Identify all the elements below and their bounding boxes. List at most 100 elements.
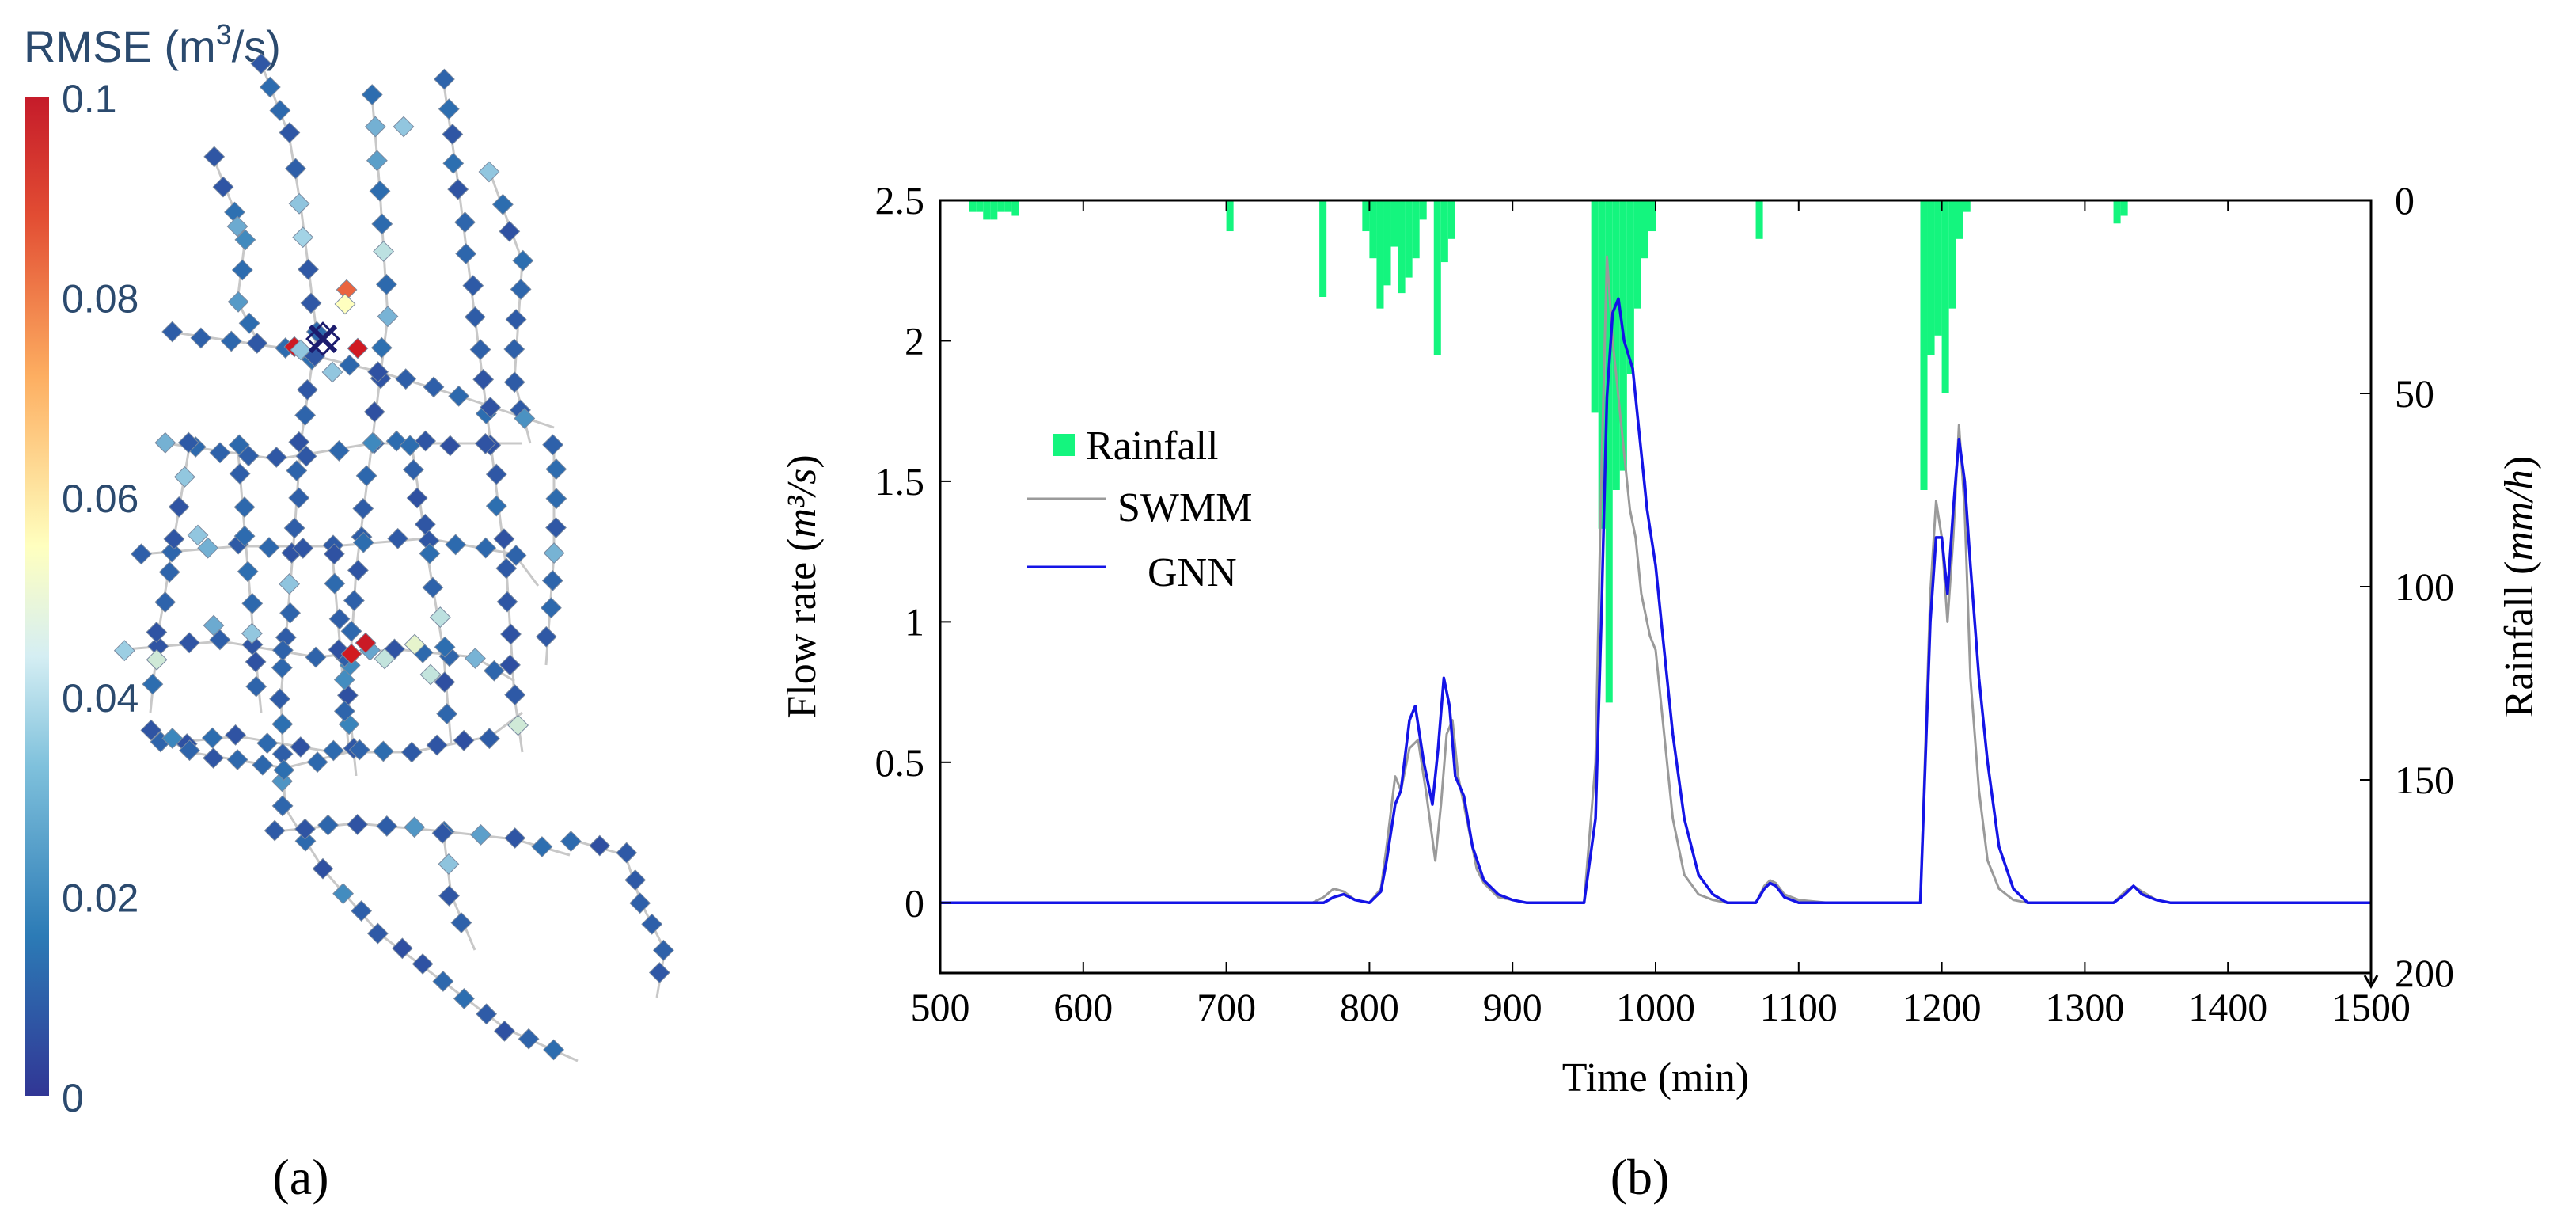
network-node: [250, 52, 272, 74]
network-node: [209, 442, 231, 464]
network-node: [493, 528, 515, 550]
panel-b-hydrograph: 500 600 700 800 900 1000 1100 1200 1300 1400 1500 …: [780, 178, 2542, 1205]
network-node: [448, 385, 470, 407]
network-node: [271, 795, 294, 817]
network-node: [233, 496, 256, 519]
network-node: [648, 962, 670, 983]
network-node: [364, 116, 386, 138]
rainfall-bar: [1927, 200, 1935, 355]
network-node: [453, 987, 475, 1009]
network-node: [271, 713, 294, 736]
panel-b-label: (b): [1610, 1149, 1670, 1205]
network-node: [442, 124, 464, 145]
network-node: [500, 623, 522, 645]
network-node: [328, 608, 351, 630]
legend: Rainfall SWMM GNN: [1027, 424, 1252, 595]
y2-tick-label: 200: [2395, 951, 2454, 995]
rainfall-bar: [1612, 200, 1620, 490]
rainfall-bar: [1598, 200, 1606, 529]
x-tick-label: 700: [1197, 985, 1256, 1029]
network-node: [271, 639, 294, 661]
network-node: [333, 700, 355, 722]
network-node: [589, 834, 611, 857]
network-node: [163, 528, 185, 550]
network-node: [233, 525, 256, 547]
rainfall-bar: [1605, 200, 1613, 703]
rainfall-bar: [2120, 200, 2128, 216]
network-node: [434, 671, 456, 693]
series-line-gnn: [940, 297, 2371, 905]
network-node: [238, 312, 260, 334]
y-axis-label-close: ): [780, 454, 825, 468]
network-node: [245, 651, 267, 673]
legend-rainfall-label: Rainfall: [1086, 424, 1219, 469]
network-node: [154, 591, 176, 614]
network-node: [352, 531, 374, 553]
y2-tick-label: 150: [2395, 758, 2454, 802]
y-axis-label-text: Flow rate (: [780, 538, 825, 718]
network-node: [333, 669, 355, 690]
x-tick-label: 1400: [2188, 985, 2267, 1029]
rainfall-bar: [1362, 200, 1370, 232]
drainage-network: [113, 52, 674, 1062]
network-node: [431, 822, 453, 844]
network-node: [294, 404, 317, 426]
rainfall-bar: [1011, 200, 1019, 216]
rainfall-bar: [1956, 200, 1963, 239]
network-node: [340, 620, 362, 642]
network-node: [225, 724, 247, 746]
network-node: [228, 434, 250, 456]
y-axis-ticks: 0 0.5 1 1.5 2 2.5: [875, 178, 951, 925]
colorbar-title-sup: 3: [216, 18, 232, 51]
rainfall-bar: [1648, 200, 1656, 232]
network-node: [465, 648, 486, 669]
network-node: [485, 495, 507, 517]
network-node: [470, 823, 491, 846]
network-node: [406, 487, 428, 509]
network-node: [395, 368, 417, 390]
network-node-high-error: [355, 632, 377, 654]
x-axis-label: Time (min): [1562, 1055, 1749, 1100]
network-node: [252, 754, 274, 776]
network-node: [478, 728, 500, 750]
colorbar-ticks: 0.1 0.08 0.06 0.04 0.02 0: [62, 77, 138, 1120]
network-node: [288, 192, 310, 215]
network-node: [292, 537, 314, 559]
network-node: [265, 447, 287, 468]
network-node: [279, 122, 301, 143]
network-node: [387, 527, 409, 549]
network-node: [269, 688, 291, 710]
network-node: [351, 900, 373, 922]
network-node: [418, 530, 440, 552]
rainfall-bar: [1226, 200, 1234, 232]
network-node: [372, 740, 394, 762]
network-node: [560, 831, 582, 853]
network-node: [423, 376, 445, 398]
network-node: [415, 430, 437, 452]
network-pipe: [157, 711, 523, 754]
network-node: [290, 736, 312, 758]
network-node: [369, 180, 391, 202]
network-node: [505, 545, 527, 566]
network-node: [503, 371, 525, 393]
network-node: [432, 971, 454, 992]
rainfall-bar: [1412, 200, 1420, 259]
network-node: [454, 211, 476, 234]
network-node: [283, 517, 305, 539]
network-node: [438, 853, 460, 875]
colorbar-tick-label: 0.06: [62, 477, 138, 521]
network-node-high-error: [340, 643, 362, 665]
network-node: [269, 100, 291, 121]
network-node: [355, 465, 377, 487]
network-node: [469, 339, 491, 360]
network-node: [279, 573, 301, 595]
network-node: [352, 497, 374, 519]
network-node: [545, 488, 567, 510]
network-node: [400, 741, 423, 763]
network-node: [197, 537, 219, 559]
network-node: [504, 827, 526, 849]
network-node: [322, 739, 344, 762]
network-node: [347, 813, 369, 835]
network-node: [436, 703, 458, 725]
network-node-high-error: [334, 293, 356, 315]
